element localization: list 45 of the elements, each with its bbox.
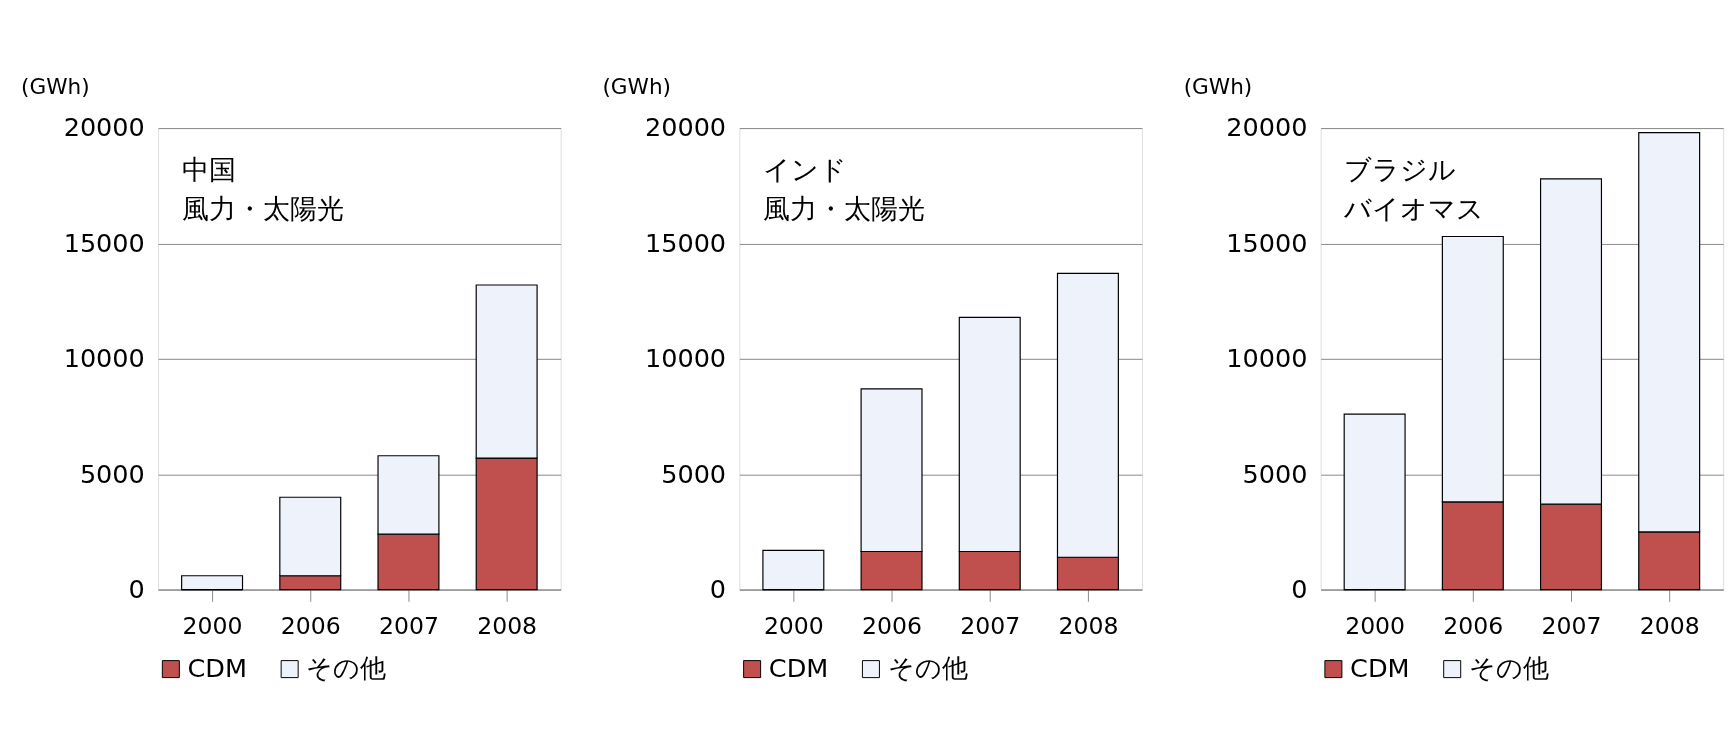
x-tick-label: 2007	[378, 612, 439, 641]
y-axis-title: (GWh)	[602, 74, 672, 100]
y-tick-label: 10000	[1226, 343, 1308, 374]
legend-label: CDM	[768, 652, 829, 683]
text: バイオマス	[1343, 192, 1485, 225]
y-axis-title: (GWh)	[21, 74, 90, 100]
y-tick-label: 0	[128, 573, 145, 604]
x-tick-label: 2007	[960, 612, 1021, 641]
bar	[762, 549, 825, 591]
x-tick-label: 2008	[1639, 612, 1700, 641]
y-tick-label: 15000	[644, 227, 727, 258]
legend-label: その他	[306, 652, 387, 683]
text: 中国	[181, 153, 236, 186]
x-tick-label: 2007	[1541, 612, 1602, 641]
x-tick-label: 2008	[477, 612, 538, 641]
text: 風力・太陽光	[762, 192, 925, 225]
x-tick-label: 2000	[182, 612, 243, 641]
text: インド	[762, 153, 847, 186]
x-tick-label: 2006	[280, 612, 341, 641]
y-tick-label: 20000	[63, 112, 145, 143]
y-tick-label: 15000	[63, 227, 145, 258]
x-tick-label: 2008	[1058, 612, 1119, 641]
legend-label: CDM	[187, 652, 248, 683]
y-tick-label: 0	[1291, 573, 1308, 604]
bar	[1343, 413, 1406, 591]
text: 風力・太陽光	[181, 192, 344, 225]
x-tick-label: 2006	[1443, 612, 1504, 641]
y-tick-label: 10000	[644, 343, 727, 374]
legend-label: その他	[1468, 652, 1549, 683]
y-tick-label: 10000	[63, 343, 145, 374]
legend-label: その他	[887, 652, 968, 683]
y-tick-label: 5000	[661, 458, 727, 489]
legend-label: CDM	[1350, 652, 1410, 683]
y-tick-label: 5000	[1242, 458, 1308, 489]
x-tick-label: 2000	[763, 612, 824, 641]
x-tick-label: 2006	[862, 612, 923, 641]
bar	[181, 575, 244, 591]
y-tick-label: 20000	[644, 112, 727, 143]
y-axis-title: (GWh)	[1183, 74, 1253, 100]
text: ブラジル	[1344, 153, 1457, 186]
y-tick-label: 15000	[1226, 227, 1308, 258]
x-tick-label: 2000	[1345, 612, 1406, 641]
y-tick-label: 5000	[79, 458, 145, 489]
y-tick-label: 20000	[1226, 112, 1308, 143]
y-tick-label: 0	[709, 573, 727, 604]
